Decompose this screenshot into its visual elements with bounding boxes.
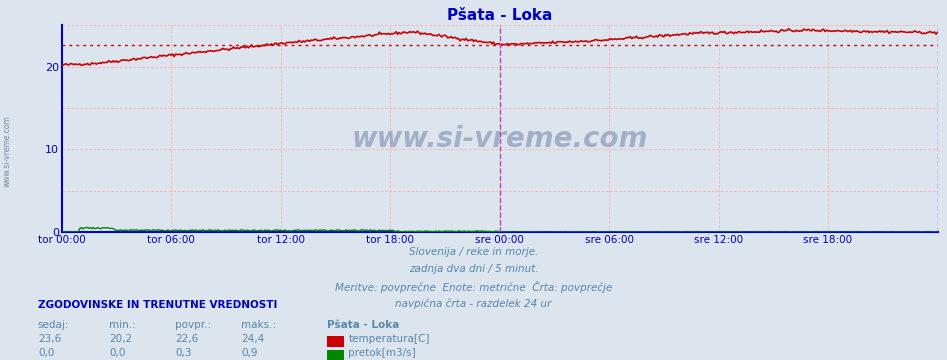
Text: ZGODOVINSKE IN TRENUTNE VREDNOSTI: ZGODOVINSKE IN TRENUTNE VREDNOSTI: [38, 300, 277, 310]
Text: www.si-vreme.com: www.si-vreme.com: [3, 115, 12, 187]
Text: www.si-vreme.com: www.si-vreme.com: [351, 125, 648, 153]
Text: pretok[m3/s]: pretok[m3/s]: [348, 348, 417, 359]
Text: 0,9: 0,9: [241, 348, 258, 359]
Text: Slovenija / reke in morje.: Slovenija / reke in morje.: [409, 247, 538, 257]
Text: 22,6: 22,6: [175, 334, 199, 344]
Text: 0,0: 0,0: [38, 348, 54, 359]
Text: maks.:: maks.:: [241, 320, 277, 330]
Title: Pšata - Loka: Pšata - Loka: [447, 8, 552, 23]
Text: 0,3: 0,3: [175, 348, 191, 359]
Text: Meritve: povprečne  Enote: metrične  Črta: povprečje: Meritve: povprečne Enote: metrične Črta:…: [335, 281, 612, 293]
Text: min.:: min.:: [109, 320, 135, 330]
Text: sedaj:: sedaj:: [38, 320, 69, 330]
Text: zadnja dva dni / 5 minut.: zadnja dva dni / 5 minut.: [409, 264, 538, 274]
Text: temperatura[C]: temperatura[C]: [348, 334, 430, 344]
Text: navpična črta - razdelek 24 ur: navpična črta - razdelek 24 ur: [395, 298, 552, 309]
Text: 23,6: 23,6: [38, 334, 62, 344]
Text: 0,0: 0,0: [109, 348, 125, 359]
Text: povpr.:: povpr.:: [175, 320, 211, 330]
Text: 20,2: 20,2: [109, 334, 132, 344]
Text: Pšata - Loka: Pšata - Loka: [327, 320, 399, 330]
Text: 24,4: 24,4: [241, 334, 265, 344]
